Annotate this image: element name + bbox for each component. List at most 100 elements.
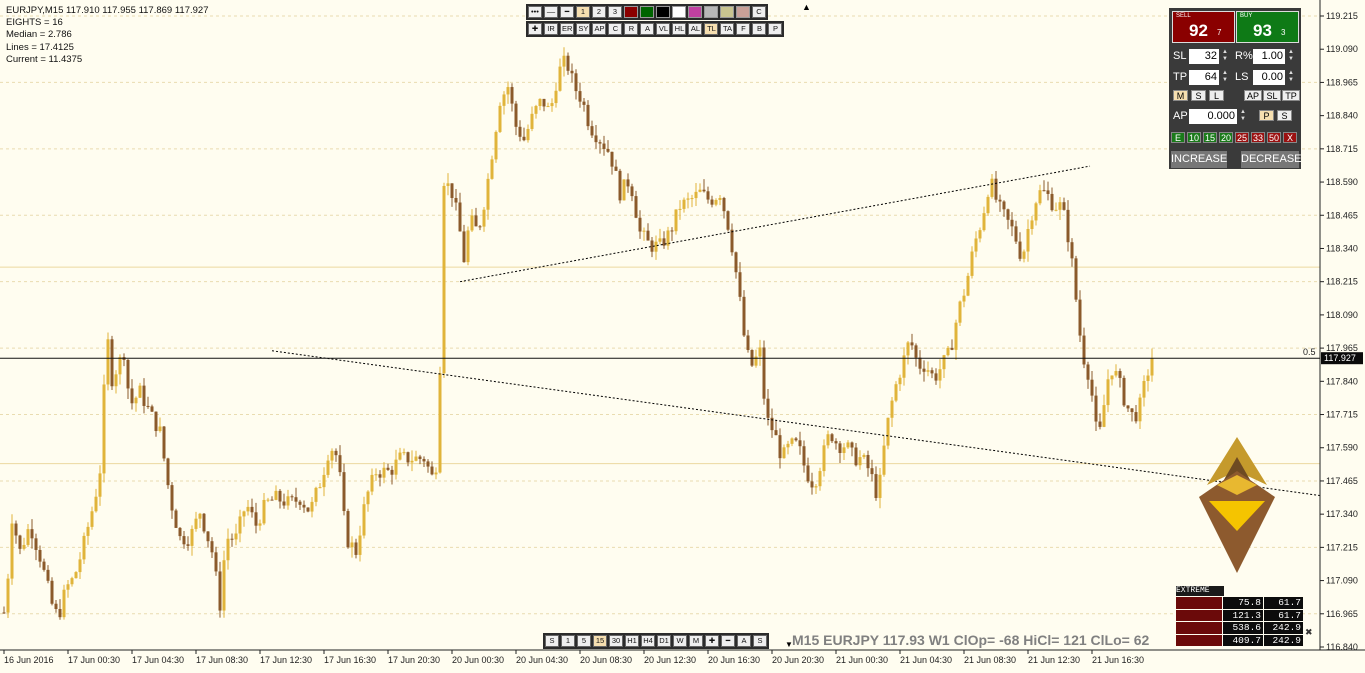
close-chip-x[interactable]: X — [1283, 132, 1297, 143]
tool-button-5[interactable]: 3 — [608, 6, 622, 18]
timeframe-button-12[interactable]: A — [737, 635, 751, 647]
candle-bull — [1102, 405, 1106, 427]
candle-bear — [670, 230, 674, 232]
mode-m-button[interactable]: M — [1173, 90, 1188, 101]
timeframe-button-0[interactable]: S — [545, 635, 559, 647]
tool-button-0[interactable]: ••• — [528, 6, 542, 18]
tp-spinner-icon[interactable]: ▲ ▼ — [1222, 70, 1228, 83]
candle-bear — [1126, 405, 1130, 409]
timeframe-button-9[interactable]: M — [689, 635, 703, 647]
tool-p[interactable]: P — [768, 23, 783, 35]
mode-l-button[interactable]: L — [1209, 90, 1224, 101]
timeframe-button-1[interactable]: 1 — [561, 635, 575, 647]
candle-bear — [1066, 209, 1070, 243]
tool-b[interactable]: B — [752, 23, 767, 35]
close-chip-33[interactable]: 33 — [1251, 132, 1265, 143]
timeframe-button-13[interactable]: S — [753, 635, 767, 647]
close-chip-e[interactable]: E — [1171, 132, 1185, 143]
timeframe-button-3[interactable]: 15 — [593, 635, 607, 647]
timeframe-button-7[interactable]: D1 — [657, 635, 671, 647]
tool-sy[interactable]: SY — [576, 23, 591, 35]
color-swatch-3[interactable] — [672, 6, 686, 18]
sell-button[interactable]: SELL 92 7 — [1172, 11, 1235, 43]
candle-bull — [410, 460, 414, 463]
candle-bear — [1010, 219, 1014, 227]
buy-pip: 3 — [1281, 28, 1286, 37]
tool-vl[interactable]: VL — [656, 23, 671, 35]
sl-input[interactable]: 32 — [1189, 49, 1219, 64]
mode-tp-button[interactable]: TP — [1282, 90, 1300, 101]
color-swatch-7[interactable] — [736, 6, 750, 18]
increase-button[interactable]: INCREASE — [1171, 151, 1227, 168]
timeframe-button-5[interactable]: H1 — [625, 635, 639, 647]
tool-button-1[interactable]: ‒‒ — [544, 6, 558, 18]
color-swatch-0[interactable] — [624, 6, 638, 18]
trend-line[interactable] — [459, 165, 1091, 283]
close-table-icon[interactable]: ✖ — [1305, 627, 1313, 637]
color-swatch-2[interactable] — [656, 6, 670, 18]
close-chip-50[interactable]: 50 — [1267, 132, 1281, 143]
candle-bear — [742, 296, 746, 336]
tool-tl[interactable]: TL — [704, 23, 719, 35]
close-chip-20[interactable]: 20 — [1219, 132, 1233, 143]
ap-p-button[interactable]: P — [1259, 110, 1274, 121]
tool-x[interactable]: ✚ — [528, 23, 542, 35]
tool-button-3[interactable]: 1 — [576, 6, 590, 18]
dropdown-arrow-icon[interactable]: ▼ — [785, 640, 793, 649]
tool-ta[interactable]: TA — [720, 23, 735, 35]
trend-lines[interactable] — [271, 165, 1321, 497]
color-swatch-5[interactable] — [704, 6, 718, 18]
color-swatch-1[interactable] — [640, 6, 654, 18]
ap-spinner-icon[interactable]: ▲ ▼ — [1240, 109, 1246, 122]
candle-bear — [390, 469, 394, 475]
risk-spinner-icon[interactable]: ▲ ▼ — [1288, 49, 1294, 62]
clear-button[interactable]: C — [752, 6, 766, 18]
trend-line[interactable] — [271, 350, 1321, 497]
tool-er[interactable]: ER — [560, 23, 575, 35]
tool-button-4[interactable]: 2 — [592, 6, 606, 18]
tool-c[interactable]: C — [608, 23, 623, 35]
tp-input[interactable]: 64 — [1189, 70, 1219, 85]
tool-r[interactable]: R — [624, 23, 639, 35]
candle-bull — [194, 518, 198, 529]
sl-spinner-icon[interactable]: ▲ ▼ — [1222, 49, 1228, 62]
close-chip-25[interactable]: 25 — [1235, 132, 1249, 143]
color-swatch-6[interactable] — [720, 6, 734, 18]
ls-input[interactable]: 0.00 — [1253, 70, 1285, 85]
time-tick-label: 20 Jun 04:30 — [516, 655, 568, 665]
tool-ir[interactable]: IR — [544, 23, 558, 35]
candle-bull — [642, 230, 646, 232]
timeframe-button-6[interactable]: H4 — [641, 635, 655, 647]
close-chip-10[interactable]: 10 — [1187, 132, 1201, 143]
chart-info: EURJPY,M15 117.910 117.955 117.869 117.9… — [6, 5, 208, 66]
lines-value: Lines = 17.4125 — [6, 41, 74, 53]
ls-spinner-icon[interactable]: ▲ ▼ — [1288, 70, 1294, 83]
candle-bull — [382, 467, 386, 478]
timeframe-button-2[interactable]: 5 — [577, 635, 591, 647]
timeframe-button-10[interactable]: ✚ — [705, 635, 719, 647]
mode-sl-button[interactable]: SL — [1263, 90, 1281, 101]
risk-input[interactable]: 1.00 — [1253, 49, 1285, 64]
decrease-button[interactable]: DECREASE — [1241, 151, 1302, 168]
tool-button-2[interactable]: ━ — [560, 6, 574, 18]
candle-bull — [1022, 251, 1026, 259]
timeframe-button-8[interactable]: W — [673, 635, 687, 647]
time-tick-label: 21 Jun 04:30 — [900, 655, 952, 665]
timeframe-button-11[interactable]: ━ — [721, 635, 735, 647]
close-chip-15[interactable]: 15 — [1203, 132, 1217, 143]
buy-button[interactable]: BUY 93 3 — [1236, 11, 1299, 43]
tool-ap[interactable]: AP — [592, 23, 607, 35]
tool-a[interactable]: A — [640, 23, 655, 35]
tool-f[interactable]: F — [736, 23, 751, 35]
mode-ap-button[interactable]: AP — [1244, 90, 1262, 101]
color-swatch-4[interactable] — [688, 6, 702, 18]
tool-al[interactable]: AL — [688, 23, 703, 35]
timeframe-button-4[interactable]: 30 — [609, 635, 623, 647]
mode-s-button[interactable]: S — [1191, 90, 1206, 101]
ap-input[interactable]: 0.000 — [1189, 109, 1237, 124]
tool-hl[interactable]: HL — [672, 23, 687, 35]
candle-bear — [202, 513, 206, 532]
ap-s-button[interactable]: S — [1277, 110, 1292, 121]
collapse-arrow-icon[interactable]: ▲ — [802, 2, 811, 12]
